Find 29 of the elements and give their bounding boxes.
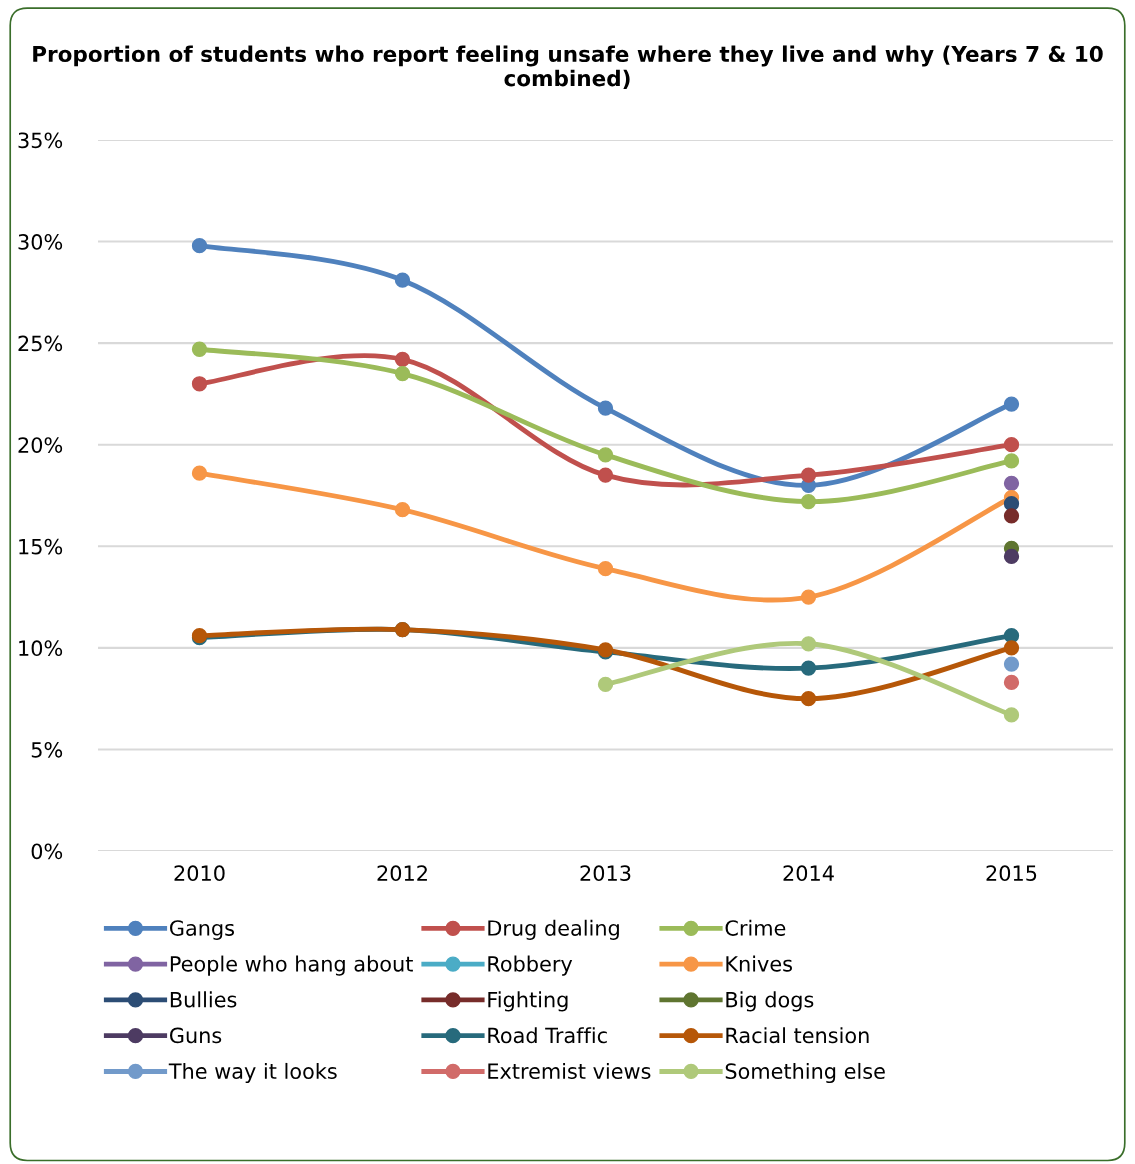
- x-tick-label: 2012: [377, 865, 427, 882]
- x-tick-label: 2014: [783, 865, 834, 882]
- legend-label: Guns: [170, 1027, 222, 1044]
- legend-label: Robbery: [488, 955, 573, 976]
- chart-title: Proportion of students who report feeling unsafe where they live and why (Years 7 & 10 combined): [33, 45, 1103, 89]
- legend-label: Racial tension: [726, 1027, 869, 1044]
- legend-label: People who hang about: [170, 955, 413, 976]
- legend-label: Gangs: [170, 920, 235, 940]
- legend-label: Something else: [725, 1062, 885, 1084]
- legend-label: Bullies: [170, 991, 237, 1008]
- x-tick-label: 2013: [580, 865, 631, 882]
- y-tick-label: 20%: [18, 437, 63, 453]
- legend-label: Big dogs: [726, 991, 814, 1012]
- legend-label: Knives: [726, 955, 792, 972]
- legend-label: Road Traffic: [488, 1027, 607, 1044]
- legend-label: Fighting: [488, 991, 568, 1012]
- x-tick-label: 2010: [174, 865, 225, 882]
- y-tick-label: 0%: [31, 843, 63, 860]
- y-tick-label: 35%: [18, 132, 63, 149]
- y-tick-label: 15%: [19, 538, 63, 555]
- legend-label: Drug dealing: [488, 919, 619, 940]
- y-tick-label: 25%: [18, 335, 63, 352]
- legend-label: The way it looks: [168, 1062, 337, 1084]
- legend-label: Crime: [725, 919, 786, 936]
- y-tick-label: 30%: [18, 234, 63, 250]
- x-tick-label: 2015: [986, 865, 1037, 882]
- legend-label: Extremist views: [488, 1062, 651, 1080]
- y-tick-label: 10%: [19, 640, 63, 657]
- y-tick-label: 5%: [31, 741, 63, 758]
